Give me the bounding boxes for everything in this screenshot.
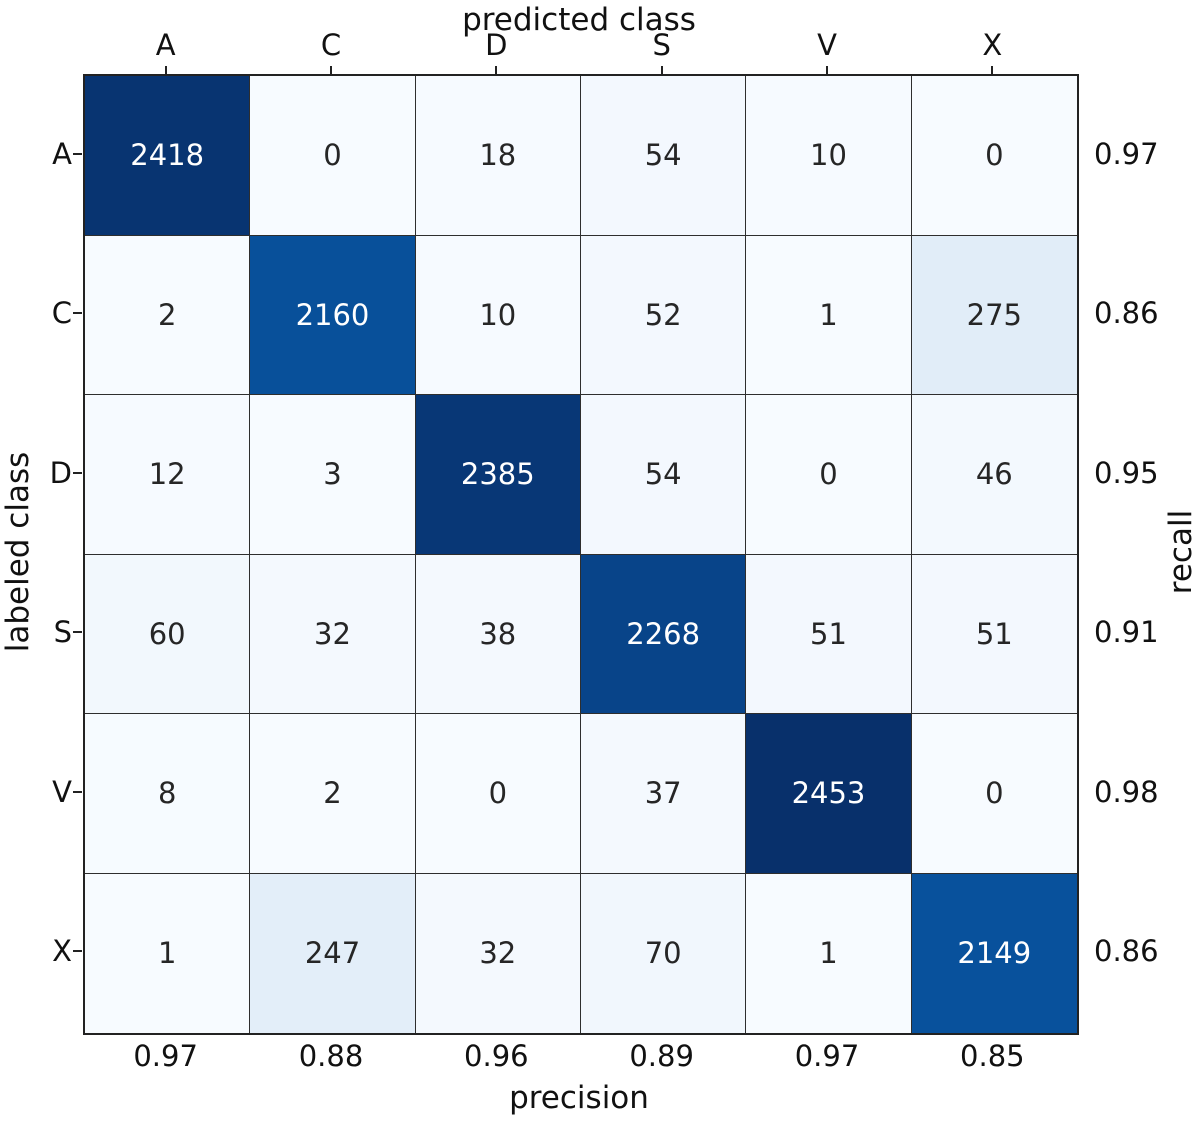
- matrix-cell-C-S: 52: [580, 235, 747, 395]
- matrix-cell-X-C: 247: [250, 873, 416, 1033]
- bottom-axis-label: precision: [509, 1080, 649, 1116]
- top-tick: [164, 66, 167, 74]
- matrix-cell-V-C: 2: [250, 714, 416, 874]
- column-label-D: D: [485, 28, 508, 62]
- row-label-D: D: [49, 455, 72, 490]
- left-tick: [73, 312, 82, 315]
- left-tick: [73, 950, 82, 953]
- left-axis-label: labeled class: [0, 451, 36, 653]
- matrix-cell-V-D: 0: [415, 714, 581, 874]
- matrix-cell-D-A: 12: [85, 395, 251, 555]
- matrix-cell-X-A: 1: [85, 873, 251, 1033]
- matrix-cell-V-A: 8: [85, 714, 251, 874]
- matrix-cell-S-C: 32: [250, 554, 416, 714]
- matrix-cell-S-V: 51: [746, 554, 912, 714]
- matrix-cell-D-V: 0: [746, 395, 912, 555]
- matrix-cell-X-S: 70: [580, 873, 747, 1033]
- matrix-cell-C-C: 2160: [250, 235, 416, 395]
- matrix-cell-V-V: 2453: [746, 714, 912, 874]
- matrix-cell-V-X: 0: [911, 714, 1077, 874]
- precision-value-D: 0.96: [464, 1039, 529, 1073]
- matrix-cell-S-S: 2268: [580, 554, 747, 714]
- matrix-cell-S-D: 38: [415, 554, 581, 714]
- matrix-cell-A-S: 54: [580, 76, 747, 236]
- left-tick: [73, 471, 82, 474]
- precision-value-S: 0.89: [629, 1039, 694, 1073]
- matrix-cell-A-D: 18: [415, 76, 581, 236]
- matrix-cell-D-C: 3: [250, 395, 416, 555]
- matrix-cell-C-X: 275: [911, 235, 1077, 395]
- matrix-cell-V-S: 37: [580, 714, 747, 874]
- column-label-X: X: [982, 28, 1003, 62]
- matrix-cell-C-D: 10: [415, 235, 581, 395]
- row-label-S: S: [53, 615, 72, 650]
- precision-value-C: 0.88: [298, 1039, 364, 1073]
- matrix-cell-X-X: 2149: [911, 873, 1077, 1033]
- column-label-A: A: [155, 28, 176, 62]
- matrix-cell-S-A: 60: [85, 554, 251, 714]
- matrix-cell-C-V: 1: [746, 235, 912, 395]
- column-label-S: S: [652, 28, 671, 62]
- top-axis-label: predicted class: [462, 2, 696, 38]
- matrix-cell-D-S: 54: [580, 395, 747, 555]
- right-axis-label: recall: [1163, 509, 1199, 595]
- matrix-cell-S-X: 51: [911, 554, 1077, 714]
- matrix-cell-A-X: 0: [911, 76, 1077, 236]
- matrix-cell-C-A: 2: [85, 235, 251, 395]
- matrix-cell-A-C: 0: [250, 76, 416, 236]
- top-tick: [495, 66, 498, 74]
- row-label-X: X: [52, 934, 72, 969]
- matrix-cell-X-V: 1: [746, 873, 912, 1033]
- row-label-V: V: [52, 774, 72, 809]
- confusion-matrix-grid: 2418 0 18 54 10 0 2 2160 10 52 1 275 12 3 2385 54 0 46 60 3…: [83, 74, 1079, 1035]
- precision-value-A: 0.97: [133, 1039, 198, 1073]
- matrix-cell-A-V: 10: [746, 76, 912, 236]
- left-tick: [73, 790, 82, 793]
- recall-value-C: 0.86: [1094, 296, 1159, 331]
- matrix-cell-X-D: 32: [415, 873, 581, 1033]
- row-label-C: C: [51, 296, 72, 331]
- matrix-cell-D-D: 2385: [415, 395, 581, 555]
- top-tick: [330, 66, 332, 74]
- precision-value-X: 0.85: [960, 1039, 1025, 1073]
- top-tick: [660, 66, 663, 74]
- column-label-C: C: [320, 28, 342, 62]
- recall-value-A: 0.97: [1094, 136, 1159, 171]
- recall-value-D: 0.95: [1094, 455, 1159, 490]
- recall-value-X: 0.86: [1094, 934, 1159, 969]
- recall-value-S: 0.91: [1094, 615, 1159, 650]
- row-label-A: A: [52, 136, 72, 171]
- left-tick: [73, 152, 82, 155]
- recall-value-V: 0.98: [1094, 774, 1159, 809]
- top-tick: [826, 66, 828, 74]
- left-tick: [73, 631, 82, 634]
- matrix-cell-A-A: 2418: [85, 76, 251, 236]
- precision-value-V: 0.97: [794, 1039, 860, 1073]
- matrix-cell-D-X: 46: [911, 395, 1077, 555]
- column-label-V: V: [817, 28, 837, 62]
- top-tick: [991, 66, 994, 74]
